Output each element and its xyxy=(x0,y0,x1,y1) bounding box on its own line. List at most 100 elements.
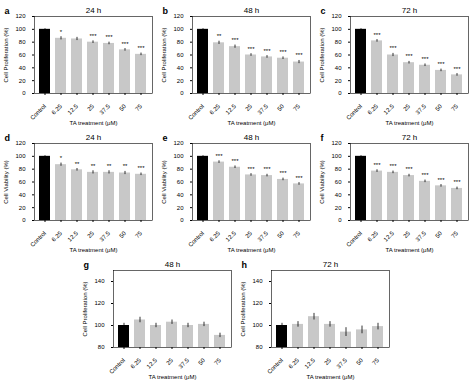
svg-text:TA treatment (μM): TA treatment (μM) xyxy=(69,120,117,126)
svg-text:25: 25 xyxy=(244,230,253,239)
svg-text:***: *** xyxy=(105,34,113,40)
svg-text:0: 0 xyxy=(338,217,342,223)
svg-text:60: 60 xyxy=(19,179,26,185)
svg-text:75: 75 xyxy=(134,103,143,112)
svg-text:a: a xyxy=(5,6,11,16)
svg-text:50: 50 xyxy=(118,230,127,239)
svg-text:50: 50 xyxy=(197,357,206,366)
svg-text:80: 80 xyxy=(256,344,263,350)
svg-text:20: 20 xyxy=(177,78,184,84)
svg-text:***: *** xyxy=(421,56,429,62)
svg-text:***: *** xyxy=(437,177,445,183)
svg-text:75: 75 xyxy=(292,230,301,239)
svg-text:***: *** xyxy=(405,166,413,172)
svg-text:12.5: 12.5 xyxy=(225,230,238,243)
svg-text:**: ** xyxy=(123,163,128,169)
svg-text:100: 100 xyxy=(15,153,26,159)
svg-text:Control: Control xyxy=(108,357,126,375)
svg-text:**: ** xyxy=(75,161,80,167)
svg-text:80: 80 xyxy=(177,166,184,172)
svg-text:25: 25 xyxy=(323,357,332,366)
svg-text:Cell Proliferation (%): Cell Proliferation (%) xyxy=(82,281,88,336)
svg-text:12.5: 12.5 xyxy=(225,103,238,116)
svg-text:60: 60 xyxy=(335,179,342,185)
svg-text:Control: Control xyxy=(187,103,205,121)
svg-text:40: 40 xyxy=(177,65,184,71)
svg-text:***: *** xyxy=(437,61,445,67)
svg-text:72 h: 72 h xyxy=(402,133,418,142)
svg-text:TA treatment (μM): TA treatment (μM) xyxy=(385,247,433,253)
svg-text:40: 40 xyxy=(19,192,26,198)
svg-text:100: 100 xyxy=(331,26,342,32)
svg-text:Cell Proliferation (%): Cell Proliferation (%) xyxy=(3,27,9,82)
svg-text:Cell Viability (%): Cell Viability (%) xyxy=(319,160,325,204)
svg-text:Control: Control xyxy=(266,357,284,375)
svg-text:120: 120 xyxy=(15,13,26,19)
svg-text:50: 50 xyxy=(276,230,285,239)
svg-text:***: *** xyxy=(263,166,271,172)
svg-text:80: 80 xyxy=(335,39,342,45)
svg-text:75: 75 xyxy=(292,103,301,112)
svg-text:***: *** xyxy=(421,172,429,178)
svg-text:48 h: 48 h xyxy=(165,260,181,269)
svg-text:75: 75 xyxy=(213,357,222,366)
svg-text:75: 75 xyxy=(134,230,143,239)
svg-text:***: *** xyxy=(389,163,397,169)
svg-text:TA treatment (μM): TA treatment (μM) xyxy=(306,374,354,380)
svg-text:***: *** xyxy=(121,41,129,47)
svg-text:6.25: 6.25 xyxy=(288,357,301,370)
svg-text:**: ** xyxy=(91,163,96,169)
svg-text:***: *** xyxy=(279,49,287,55)
svg-text:0: 0 xyxy=(338,90,342,96)
svg-text:***: *** xyxy=(295,52,303,58)
svg-text:37.5: 37.5 xyxy=(415,230,428,243)
svg-text:h: h xyxy=(242,260,248,270)
svg-text:40: 40 xyxy=(19,65,26,71)
svg-text:e: e xyxy=(163,133,168,143)
svg-text:20: 20 xyxy=(335,205,342,211)
svg-text:***: *** xyxy=(263,48,271,54)
svg-text:24 h: 24 h xyxy=(86,6,102,15)
svg-text:60: 60 xyxy=(19,52,26,58)
svg-text:50: 50 xyxy=(276,103,285,112)
svg-text:12.5: 12.5 xyxy=(67,103,80,116)
svg-text:80: 80 xyxy=(19,166,26,172)
svg-text:d: d xyxy=(5,133,11,143)
svg-text:12.5: 12.5 xyxy=(146,357,159,370)
svg-text:b: b xyxy=(163,6,169,16)
svg-text:80: 80 xyxy=(98,344,105,350)
svg-text:20: 20 xyxy=(177,205,184,211)
svg-text:***: *** xyxy=(279,170,287,176)
svg-text:100: 100 xyxy=(173,153,184,159)
svg-text:50: 50 xyxy=(434,103,443,112)
svg-text:100: 100 xyxy=(15,26,26,32)
svg-text:25: 25 xyxy=(244,103,253,112)
svg-text:0: 0 xyxy=(180,90,184,96)
svg-text:24 h: 24 h xyxy=(86,133,102,142)
svg-text:TA treatment (μM): TA treatment (μM) xyxy=(227,120,275,126)
svg-text:6.25: 6.25 xyxy=(367,103,380,116)
svg-text:g: g xyxy=(84,260,90,270)
svg-text:***: *** xyxy=(389,45,397,51)
svg-text:37.5: 37.5 xyxy=(99,103,112,116)
svg-text:25: 25 xyxy=(86,103,95,112)
svg-text:120: 120 xyxy=(173,13,184,19)
svg-text:20: 20 xyxy=(19,78,26,84)
svg-text:60: 60 xyxy=(335,52,342,58)
svg-text:TA treatment (μM): TA treatment (μM) xyxy=(385,120,433,126)
svg-text:6.25: 6.25 xyxy=(51,103,64,116)
svg-text:c: c xyxy=(321,6,326,16)
svg-text:***: *** xyxy=(405,53,413,59)
svg-text:**: ** xyxy=(217,33,222,39)
svg-text:6.25: 6.25 xyxy=(209,230,222,243)
svg-text:Control: Control xyxy=(29,230,47,248)
svg-text:80: 80 xyxy=(19,39,26,45)
svg-text:**: ** xyxy=(107,163,112,169)
svg-text:50: 50 xyxy=(118,103,127,112)
svg-text:12.5: 12.5 xyxy=(67,230,80,243)
svg-text:6.25: 6.25 xyxy=(367,230,380,243)
svg-text:TA treatment (μM): TA treatment (μM) xyxy=(148,374,196,380)
svg-text:25: 25 xyxy=(165,357,174,366)
svg-text:25: 25 xyxy=(402,230,411,239)
svg-text:100: 100 xyxy=(173,26,184,32)
